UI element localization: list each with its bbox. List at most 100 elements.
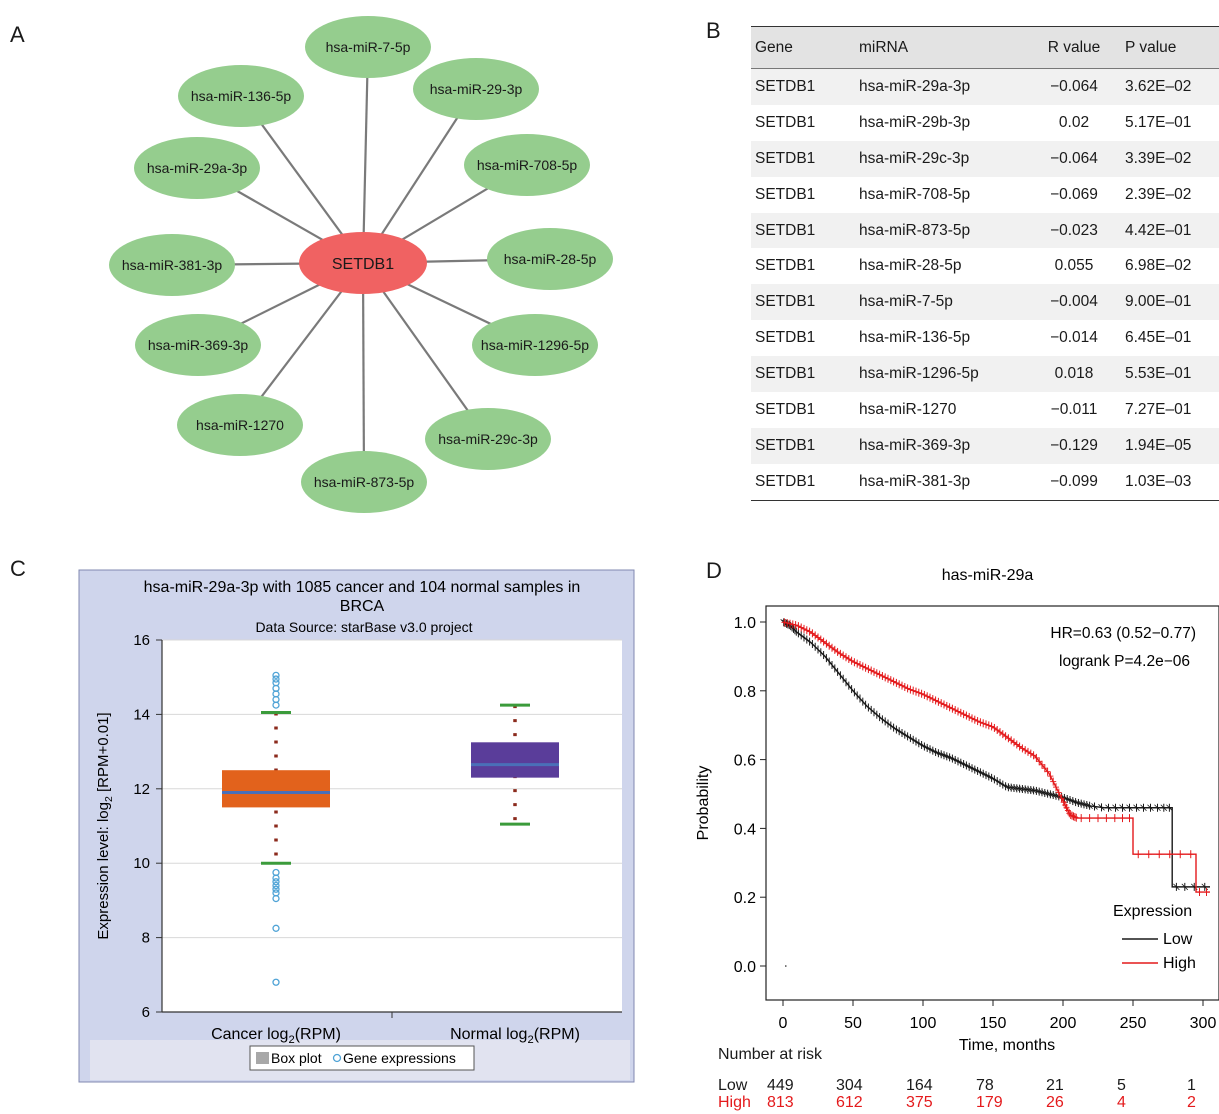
outlier-point	[272, 701, 280, 709]
censor-mark-cross	[1126, 804, 1133, 812]
y-tick-label: 8	[142, 930, 150, 947]
header-mirna: miRNA	[859, 38, 909, 56]
mirna-node-label: hsa-miR-369-3p	[148, 337, 249, 353]
y-tick-label: 12	[133, 781, 150, 798]
censor-mark-cross	[1005, 784, 1012, 791]
censor-mark-cross	[943, 753, 951, 760]
risk-value: 21	[1046, 1077, 1064, 1094]
cell-gene: SETDB1	[755, 293, 816, 311]
network-edge	[362, 262, 489, 440]
table-row: SETDB1 hsa-miR-28-5p 0.055 6.98E–02	[751, 248, 1219, 284]
censor-mark-cross	[1173, 883, 1180, 891]
censor-mark-cross	[1052, 792, 1060, 800]
cell-p-value: 1.03E–03	[1125, 472, 1192, 490]
risk-row-label: Low	[718, 1077, 748, 1094]
censor-mark-cross	[932, 748, 939, 756]
chart-subtitle: Data Source: starBase v3.0 project	[255, 619, 472, 635]
y-axis-label: Expression level: log2 [RPM+0.01]	[95, 712, 115, 939]
cell-p-value: 6.98E–02	[1125, 257, 1192, 275]
censor-mark-cross	[1112, 804, 1119, 812]
risk-value: 179	[976, 1094, 1003, 1111]
box-iqr	[471, 742, 559, 778]
censor-mark-cross	[1066, 796, 1074, 804]
chart-title: hsa-miR-29a-3p with 1085 cancer and 104 …	[144, 579, 581, 596]
box-group	[222, 671, 330, 986]
censor-mark-cross	[800, 634, 808, 641]
censor-mark-cross	[795, 630, 802, 637]
censor-mark-cross	[935, 749, 942, 757]
y-axis-label: Probability	[695, 766, 712, 841]
censor-mark-cross	[915, 739, 923, 747]
x-category-label: Normal log2(RPM)	[450, 1026, 580, 1046]
censor-mark-cross	[901, 731, 909, 738]
table-row: SETDB1 hsa-miR-7-5p −0.004 9.00E–01	[751, 284, 1219, 321]
panel-letter-d: D	[706, 558, 722, 583]
risk-heading: Number at risk	[718, 1046, 823, 1063]
censor-mark-cross	[904, 733, 911, 740]
censor-mark-cross	[1007, 784, 1015, 791]
cell-gene: SETDB1	[755, 436, 816, 454]
risk-value: 1	[1187, 1077, 1196, 1094]
risk-value: 813	[767, 1094, 794, 1111]
cell-r-value: −0.099	[1050, 472, 1098, 490]
censor-mark-cross	[1166, 804, 1173, 812]
panel-letter-c: C	[10, 556, 26, 581]
mirna-node-shape	[425, 408, 551, 470]
outlier-point	[272, 894, 280, 903]
censor-mark-cross	[831, 665, 839, 672]
censor-mark-cross	[803, 636, 811, 643]
censor-mark-cross	[907, 734, 914, 742]
cell-gene: SETDB1	[755, 113, 816, 131]
censor-mark-cross	[1154, 804, 1161, 812]
cell-r-value: 0.018	[1054, 365, 1094, 383]
mirna-node-shape	[109, 234, 235, 296]
censor-mark-cross	[993, 777, 1001, 785]
censor-mark-cross	[996, 779, 1004, 787]
censor-mark-cross	[895, 727, 903, 735]
cell-mirna: hsa-miR-28-5p	[859, 257, 962, 275]
censor-mark-cross	[1119, 804, 1126, 812]
censor-mark-cross	[1105, 804, 1112, 812]
censor-mark-cross	[988, 774, 995, 782]
legend-label-low: Low	[1163, 931, 1193, 948]
censor-mark-cross	[1181, 883, 1189, 891]
censor-mark-cross	[1013, 785, 1021, 792]
mirna-node: hsa-miR-29-3p	[413, 58, 539, 120]
censor-mark-cross	[1030, 787, 1037, 794]
mirna-node: hsa-miR-708-5p	[464, 134, 590, 196]
mirna-node-label: hsa-miR-381-3p	[122, 257, 223, 273]
censor-mark-cross	[951, 756, 959, 764]
x-tick-label: 50	[844, 1015, 862, 1032]
chart-title-line2: BRCA	[340, 598, 385, 615]
chart-legend: Box plot Gene expressions	[249, 1045, 475, 1071]
censor-mark-cross	[971, 766, 979, 773]
censor-mark-cross	[1044, 790, 1051, 797]
censor-mark-cross	[1091, 803, 1098, 810]
censor-mark-cross	[965, 763, 973, 771]
y-tick-label: 0.0	[734, 959, 756, 976]
censor-mark-cross	[912, 738, 920, 745]
cell-mirna: hsa-miR-7-5p	[859, 293, 953, 311]
x-tick-label: 200	[1050, 1015, 1077, 1032]
censor-mark-cross	[960, 760, 967, 768]
risk-value: 375	[906, 1094, 933, 1111]
outlier-point	[272, 885, 280, 893]
censor-mark-cross	[834, 668, 841, 676]
censor-mark-cross	[974, 767, 981, 775]
cell-mirna: hsa-miR-29a-3p	[859, 77, 971, 95]
cell-mirna: hsa-miR-29b-3p	[859, 113, 971, 131]
mirna-node: hsa-miR-29a-3p	[134, 137, 260, 199]
cell-p-value: 3.62E–02	[1125, 77, 1192, 95]
cell-gene: SETDB1	[755, 185, 816, 203]
mirna-node: hsa-miR-28-5p	[487, 228, 613, 290]
legend-swatch-box	[256, 1052, 269, 1064]
risk-value: 78	[976, 1077, 994, 1094]
chart-legend: Expression Low High	[1113, 903, 1196, 972]
table-row: SETDB1 hsa-miR-873-5p −0.023 4.42E–01	[751, 212, 1219, 249]
censor-mark-cross	[923, 744, 931, 752]
legend-swatch-points	[332, 1053, 342, 1063]
censor-mark-cross	[1027, 786, 1035, 794]
mirna-node-label: hsa-miR-708-5p	[477, 157, 578, 173]
cell-r-value: −0.069	[1050, 185, 1098, 203]
cell-r-value: 0.055	[1054, 257, 1094, 275]
